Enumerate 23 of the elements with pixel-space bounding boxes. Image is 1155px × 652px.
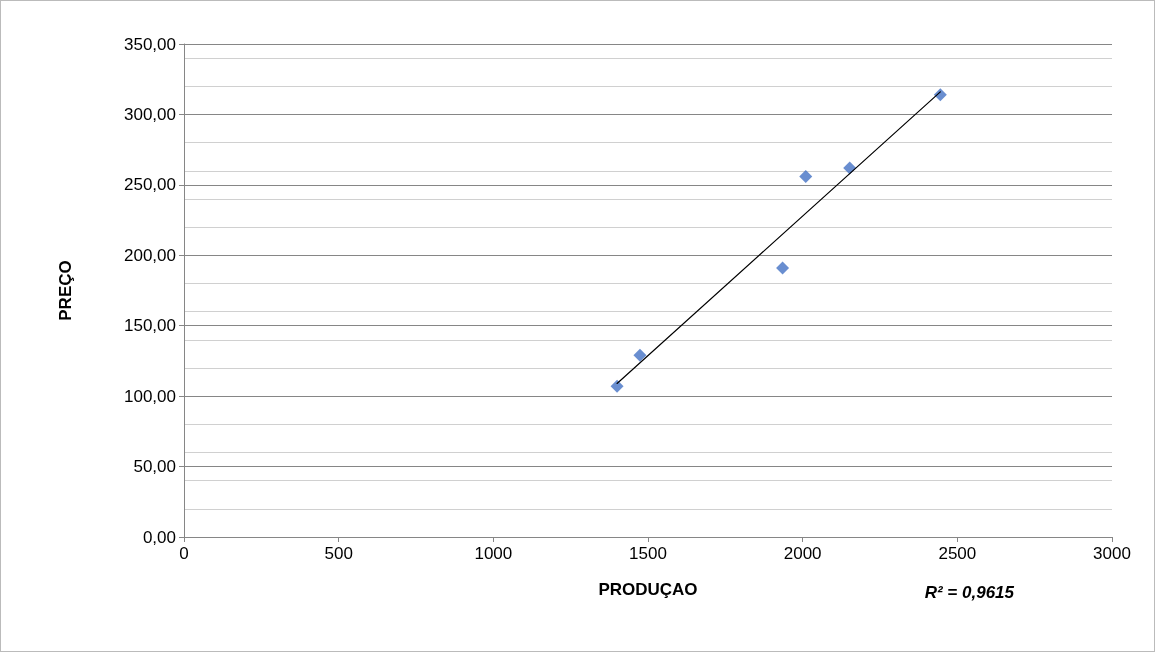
x-tick-label: 1500 <box>629 544 667 563</box>
y-tick-label: 300,00 <box>124 104 176 124</box>
y-tick-label: 0,00 <box>142 527 176 547</box>
x-tick-label: 1000 <box>474 544 513 563</box>
y-tick-label: 350,00 <box>124 34 176 54</box>
y-tick-label: 50,00 <box>133 457 176 477</box>
y-tick-label: 150,00 <box>124 316 176 336</box>
x-tick-label: 3000 <box>1093 544 1131 563</box>
point <box>633 348 647 362</box>
x-axis-title: PRODUÇAO <box>598 580 698 599</box>
x-tick-label: 2000 <box>783 544 822 563</box>
y-tick-label: 250,00 <box>124 175 176 195</box>
point <box>610 379 624 393</box>
x-tick-label: 0 <box>179 544 189 563</box>
point <box>776 261 790 275</box>
x-tick-label: 2500 <box>938 544 977 563</box>
x-tick-label: 500 <box>324 544 353 563</box>
y-tick-label: 200,00 <box>124 245 176 265</box>
y-tick-label: 100,00 <box>124 386 176 406</box>
y-axis-title: PREÇO <box>56 260 75 321</box>
text: R² = 0,9615 <box>924 583 1015 602</box>
point <box>799 169 813 183</box>
point <box>933 88 947 102</box>
